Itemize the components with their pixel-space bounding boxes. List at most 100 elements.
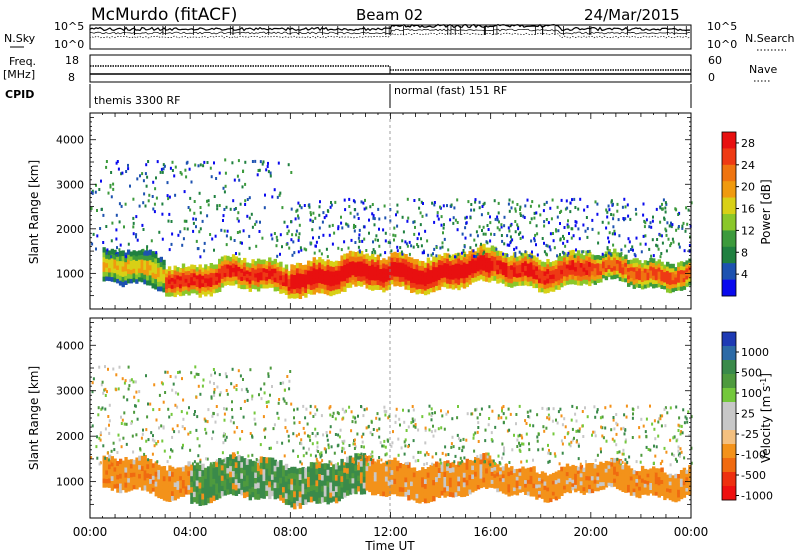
scatter-cell xyxy=(407,216,410,220)
heatmap-cell xyxy=(368,265,372,271)
heatmap-cell xyxy=(604,275,609,281)
scatter-cell xyxy=(353,460,355,464)
heatmap-cell xyxy=(354,271,358,277)
heatmap-cell xyxy=(557,494,561,499)
scatter-cell xyxy=(672,436,675,440)
heatmap-cell xyxy=(348,250,353,257)
scatter-cell xyxy=(291,253,294,257)
scatter-cell xyxy=(314,434,317,438)
heatmap-cell xyxy=(307,260,311,266)
scatter-cell xyxy=(288,387,291,391)
heatmap-cell xyxy=(259,468,264,475)
heatmap-cell xyxy=(524,260,528,266)
scatter-cell xyxy=(407,445,410,449)
scatter-cell xyxy=(174,375,177,379)
nsky-label: N.Sky xyxy=(4,32,36,45)
heatmap-cell xyxy=(607,264,611,270)
heatmap-cell xyxy=(429,480,433,487)
heatmap-cell xyxy=(585,475,589,481)
heatmap-cell xyxy=(568,255,572,261)
scatter-cell xyxy=(661,202,663,206)
scatter-cell xyxy=(660,252,663,255)
heatmap-cell xyxy=(423,281,428,287)
heatmap-cell xyxy=(179,275,183,281)
heatmap-cell xyxy=(282,476,286,482)
heatmap-cell xyxy=(546,263,550,270)
scatter-cell xyxy=(256,173,259,177)
scatter-cell xyxy=(630,248,632,251)
scatter-cell xyxy=(597,231,600,235)
heatmap-cell xyxy=(613,257,617,262)
scatter-cell xyxy=(265,168,268,172)
heatmap-cell xyxy=(201,279,205,284)
heatmap-cell xyxy=(512,271,517,277)
heatmap-cell xyxy=(535,487,539,493)
scatter-cell xyxy=(319,200,321,204)
heatmap-cell xyxy=(105,478,109,484)
heatmap-cell xyxy=(635,270,639,276)
scatter-cell xyxy=(553,452,556,456)
heatmap-cell xyxy=(407,256,411,262)
scatter-cell xyxy=(678,424,681,428)
heatmap-cell xyxy=(590,488,595,494)
heatmap-cell xyxy=(343,259,347,265)
heatmap-cell xyxy=(563,470,567,475)
scatter-cell xyxy=(639,460,642,464)
heatmap-cell xyxy=(602,264,606,269)
heatmap-cell xyxy=(462,267,467,273)
scatter-cell xyxy=(532,458,534,462)
heatmap-cell xyxy=(593,255,597,260)
scatter-cell xyxy=(384,453,387,457)
heatmap-cell xyxy=(234,478,239,485)
heatmap-cell xyxy=(127,278,131,284)
heatmap-cell xyxy=(410,481,414,487)
heatmap-cell xyxy=(365,480,369,486)
scatter-cell xyxy=(509,235,512,239)
heatmap-cell xyxy=(554,276,559,282)
heatmap-cell xyxy=(654,283,659,288)
scatter-cell xyxy=(298,232,301,236)
heatmap-cell xyxy=(576,275,581,281)
scatter-cell xyxy=(276,254,279,258)
scatter-cell xyxy=(596,410,599,414)
scatter-cell xyxy=(677,429,680,432)
heatmap-cell xyxy=(540,270,545,275)
heatmap-cell xyxy=(116,269,120,275)
heatmap-cell xyxy=(382,467,386,473)
scatter-cell xyxy=(142,248,145,252)
scatter-cell xyxy=(480,407,483,411)
heatmap-cell xyxy=(143,474,147,481)
scatter-cell xyxy=(312,415,315,418)
heatmap-cell xyxy=(440,490,444,496)
scatter-cell xyxy=(635,236,638,240)
scatter-cell xyxy=(116,451,119,454)
heatmap-cell xyxy=(251,275,255,281)
heatmap-cell xyxy=(446,470,450,476)
heatmap-cell xyxy=(376,269,380,276)
heatmap-cell xyxy=(256,263,261,269)
scatter-cell xyxy=(171,388,174,392)
scatter-cell xyxy=(267,372,270,376)
scatter-cell xyxy=(567,251,570,255)
heatmap-cell xyxy=(624,471,628,476)
heatmap-cell xyxy=(307,471,311,477)
heatmap-cell xyxy=(568,279,572,285)
heatmap-cell xyxy=(448,462,453,469)
heatmap-cell xyxy=(340,487,344,494)
heatmap-cell xyxy=(565,475,570,481)
heatmap-cell xyxy=(198,470,202,477)
heatmap-cell xyxy=(151,467,156,472)
scatter-cell xyxy=(507,202,510,206)
heatmap-cell xyxy=(265,276,269,281)
heatmap-cell xyxy=(460,282,464,288)
heatmap-cell xyxy=(624,262,628,267)
scatter-cell xyxy=(359,250,361,254)
heatmap-cell xyxy=(179,479,183,485)
heatmap-cell xyxy=(666,287,670,293)
scatter-cell xyxy=(201,384,204,388)
scatter-cell xyxy=(298,421,301,424)
heatmap-cell xyxy=(160,480,164,486)
scatter-cell xyxy=(145,374,147,378)
scatter-cell xyxy=(401,239,404,243)
scatter-cell xyxy=(222,219,224,222)
